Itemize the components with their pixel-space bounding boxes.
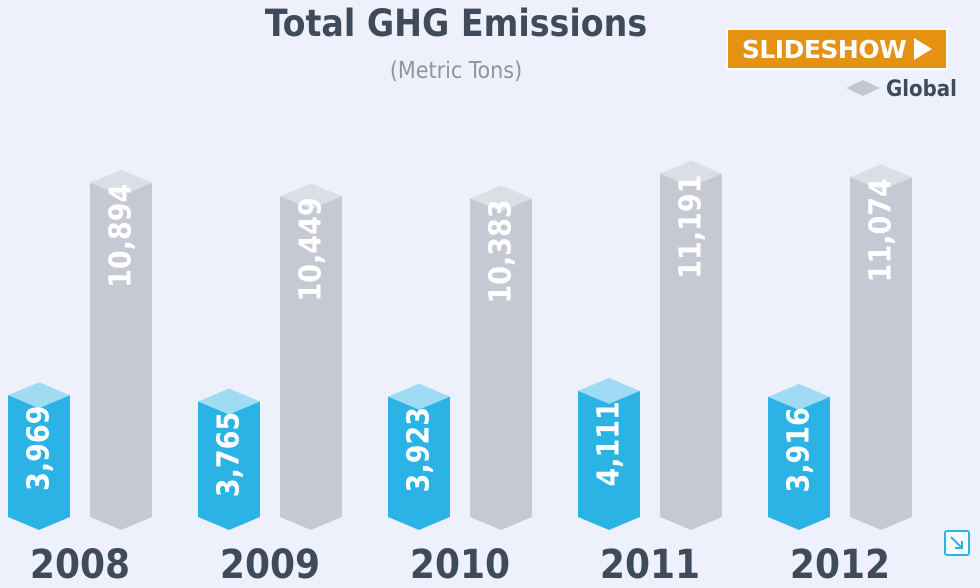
bar-global-2010 [470, 198, 532, 530]
chart-subtitle: (Metric Tons) [390, 58, 522, 84]
bar-local-2011-value-label: 4,111 [592, 401, 627, 486]
chart-title: Total GHG Emissions [265, 2, 647, 45]
slideshow-button[interactable]: SLIDESHOW [726, 28, 948, 70]
bar-local-2009 [198, 401, 260, 530]
bar-local-2008-top [8, 382, 70, 409]
x-tick-label-2008: 2008 [30, 542, 130, 588]
bar-global-2008-group: 10,894 [90, 169, 152, 530]
bar-local-2012-top [768, 383, 830, 410]
bar-local-2010-top [388, 383, 450, 410]
expand-button[interactable] [944, 530, 970, 556]
bar-global-2012-group: 11,074 [850, 164, 912, 530]
legend-swatch-global [846, 80, 880, 96]
bar-global-2009-group: 10,449 [280, 183, 342, 530]
bar-local-2012 [768, 396, 830, 530]
legend-label-global: Global [886, 77, 957, 102]
bar-local-2008 [8, 395, 70, 530]
x-tick-label-2011: 2011 [600, 542, 700, 588]
bar-local-2009-group: 3,765 [198, 388, 260, 530]
bar-local-2011-group: 4,111 [578, 377, 640, 530]
bar-local-2009-value-label: 3,765 [212, 412, 247, 497]
bar-local-2010-value-label: 3,923 [402, 407, 437, 492]
bar-global-2012-top [850, 164, 912, 191]
slideshow-label: SLIDESHOW [741, 34, 907, 64]
expand-icon [950, 536, 963, 549]
bar-global-2011-value-label: 11,191 [674, 175, 709, 279]
bar-global-2011 [660, 173, 722, 530]
bar-global-2009-top [280, 183, 342, 210]
bar-global-2008-value-label: 10,894 [104, 184, 139, 288]
bar-global-2008-top [90, 169, 152, 196]
bar-local-2009-top [198, 388, 260, 415]
bar-global-2008 [90, 182, 152, 530]
bar-local-2010-group: 3,923 [388, 383, 450, 530]
bar-global-2011-top [660, 160, 722, 187]
play-icon [914, 38, 933, 60]
x-tick-label-2009: 2009 [220, 542, 320, 588]
bar-local-2011-top [578, 377, 640, 404]
bar-global-2011-group: 11,191 [660, 160, 722, 530]
bar-global-2010-top [470, 185, 532, 212]
bars-layer: 3,969 10,894 3,765 10,449 3,923 10,383 4,111 11… [8, 160, 912, 530]
x-tick-label-2010: 2010 [410, 542, 510, 588]
bar-local-2012-group: 3,916 [768, 383, 830, 530]
bar-local-2008-group: 3,969 [8, 382, 70, 530]
legend: Global [846, 77, 957, 102]
bar-global-2010-value-label: 10,383 [484, 199, 519, 303]
bar-global-2010-group: 10,383 [470, 185, 532, 530]
bar-local-2012-value-label: 3,916 [782, 407, 817, 492]
bar-global-2012 [850, 177, 912, 530]
x-tick-label-2012: 2012 [790, 542, 890, 588]
bar-local-2008-value-label: 3,969 [22, 406, 57, 491]
bar-local-2011 [578, 390, 640, 530]
bar-global-2009-value-label: 10,449 [294, 197, 329, 301]
bar-global-2009 [280, 196, 342, 530]
bar-global-2012-value-label: 11,074 [864, 178, 899, 282]
bar-local-2010 [388, 396, 450, 530]
